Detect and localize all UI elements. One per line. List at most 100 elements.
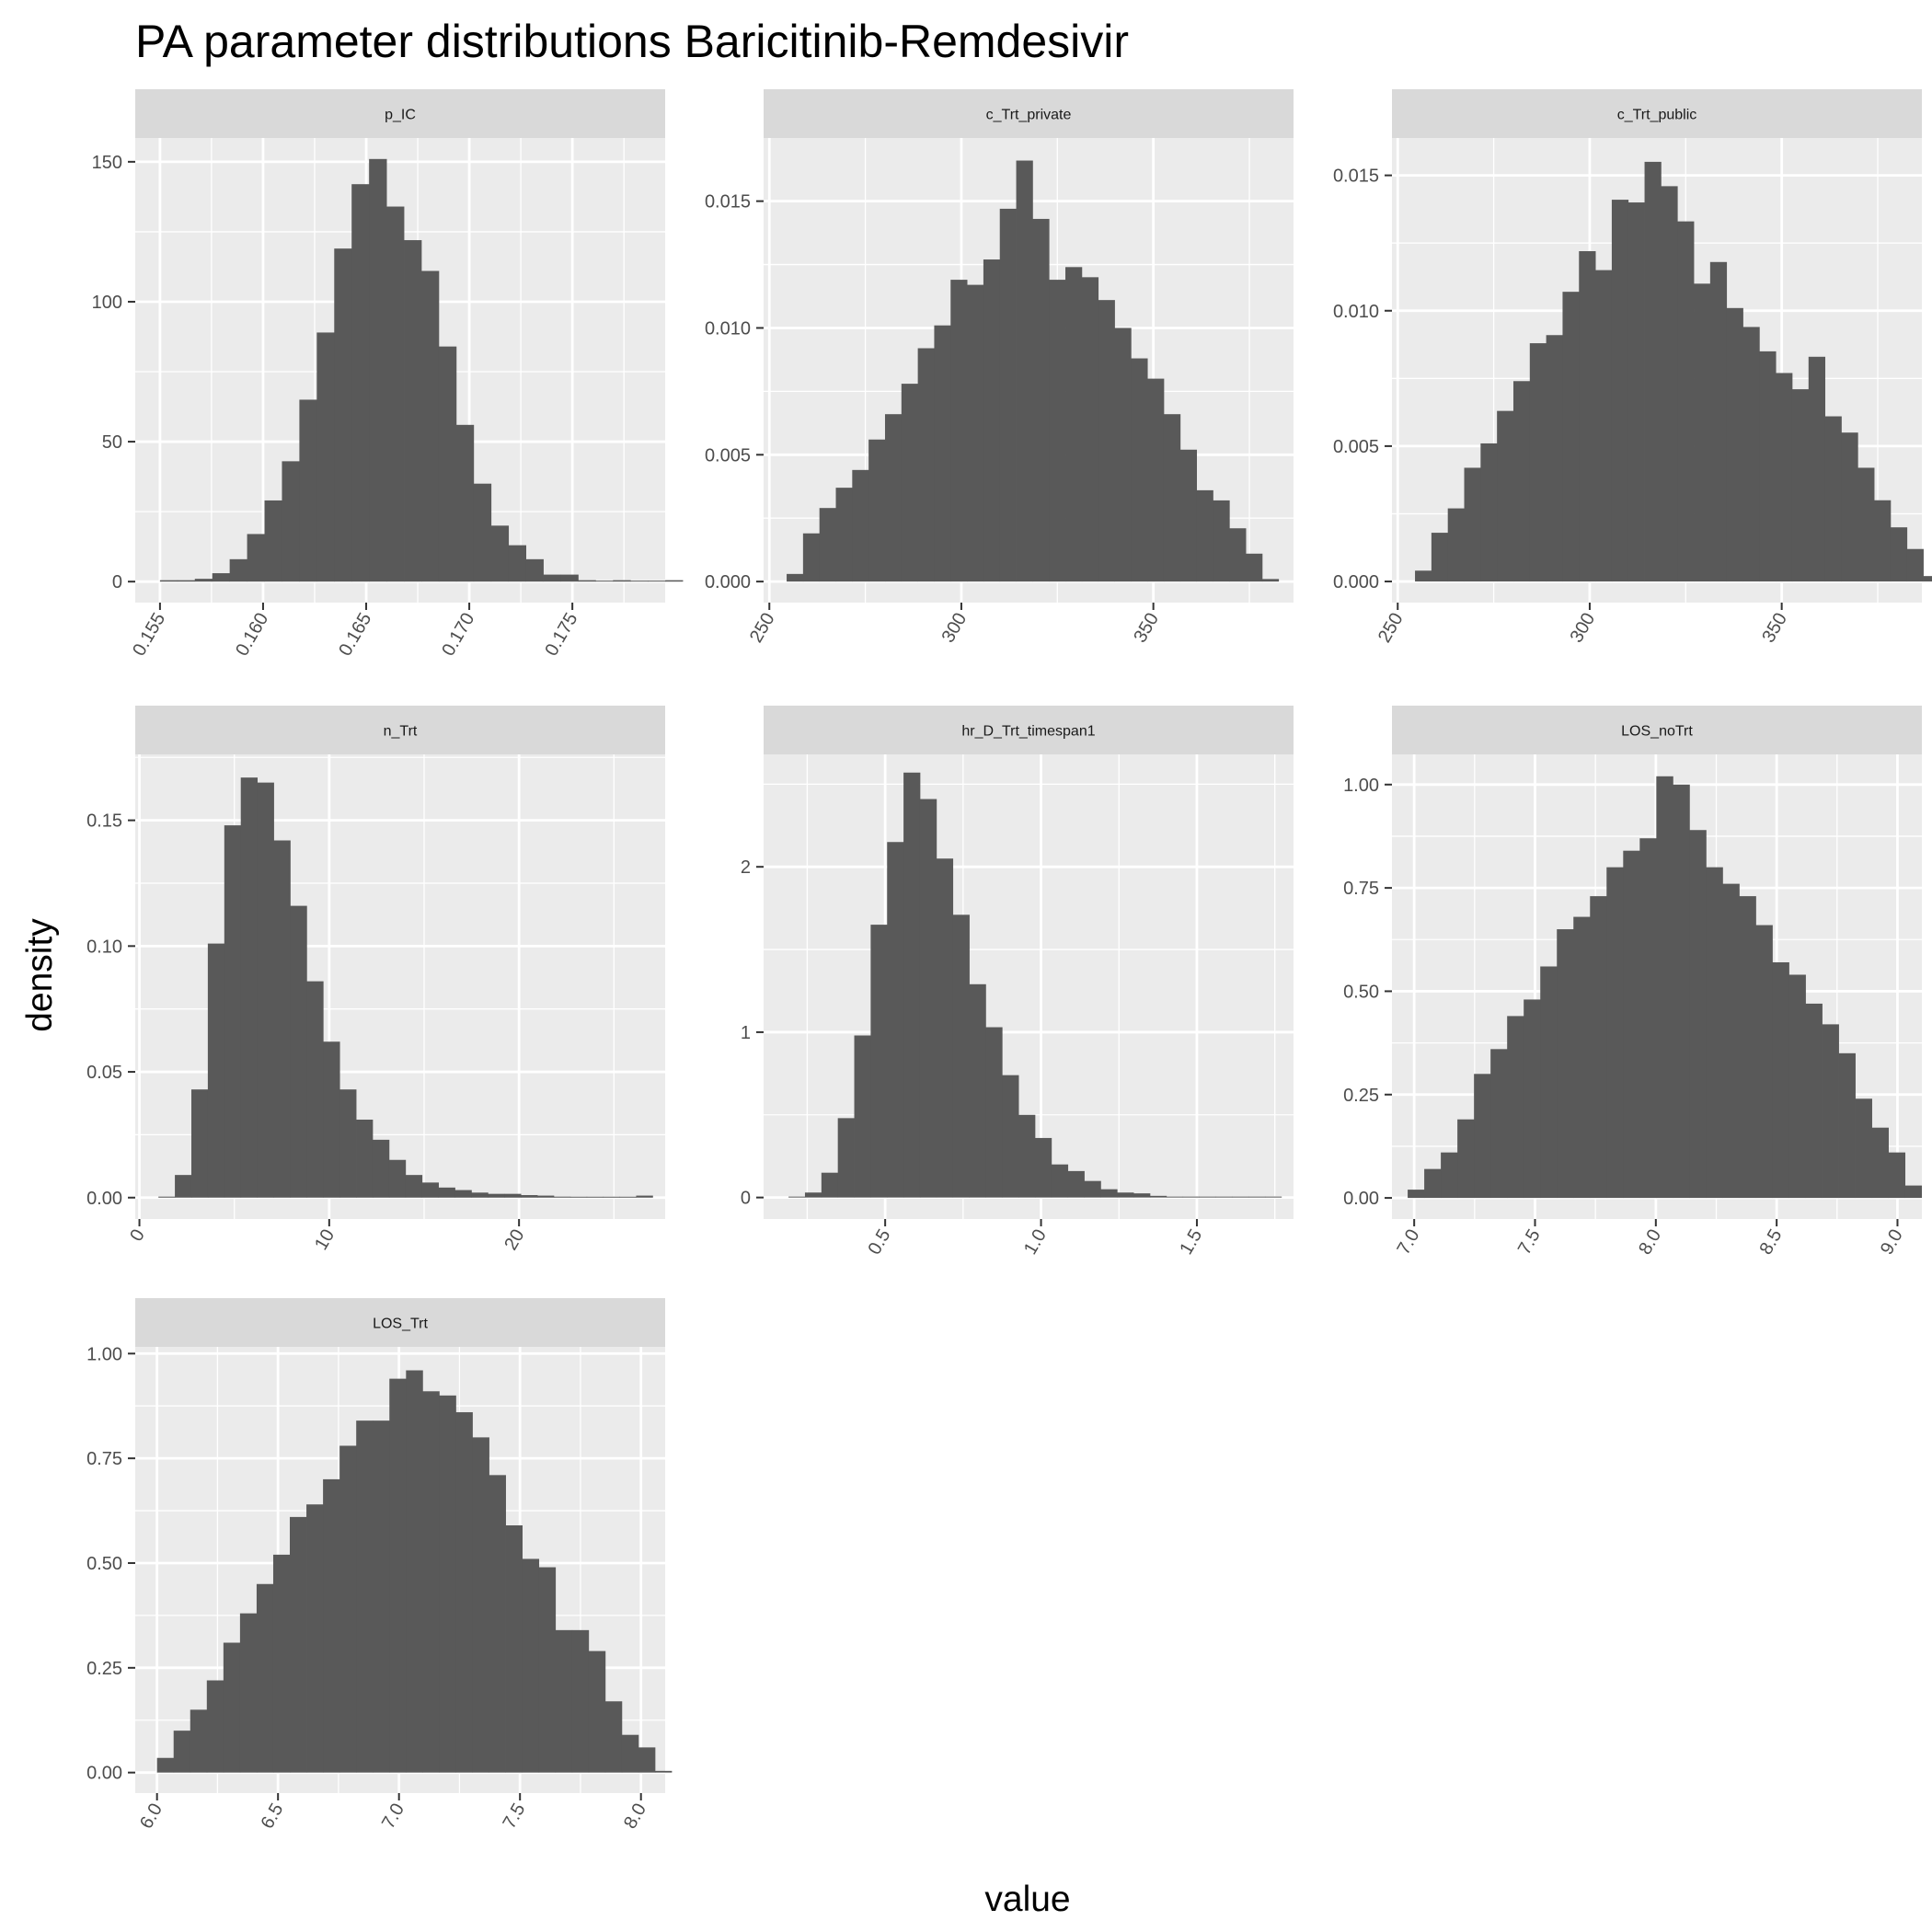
facet-los-trt-x-tick-label: 7.0 bbox=[378, 1800, 408, 1833]
facet-los-notrt-bar bbox=[1441, 1152, 1458, 1199]
facet-los-notrt-bar bbox=[1822, 1024, 1839, 1199]
facet-los-trt-strip bbox=[135, 1298, 665, 1347]
facet-p-ic-bar bbox=[473, 483, 492, 582]
x-axis-title: value bbox=[984, 1880, 1070, 1919]
facet-hr-d-trt-timespan1-bar bbox=[1215, 1196, 1233, 1198]
facet-hr-d-trt-timespan1-bar bbox=[1182, 1196, 1200, 1198]
facet-c-trt-private-bar bbox=[1081, 277, 1099, 582]
facet-c-trt-public-bar bbox=[1874, 500, 1892, 582]
facet-los-notrt: LOS_noTrt 0.00 0.25 0.50 0.75 1.00 7.0 7.5 8.0 8.… bbox=[1343, 706, 1923, 1259]
facet-p-ic-bar bbox=[247, 534, 265, 582]
facet-p-ic-bar bbox=[386, 206, 405, 582]
facet-los-trt-bar bbox=[472, 1437, 489, 1773]
facet-c-trt-private-bar bbox=[934, 325, 951, 582]
facet-c-trt-private-bar bbox=[999, 208, 1017, 582]
facet-c-trt-public-bar bbox=[1726, 307, 1743, 582]
facet-los-notrt-bar bbox=[1904, 1185, 1923, 1199]
facet-hr-d-trt-timespan1-bar bbox=[1018, 1114, 1036, 1198]
facet-los-notrt-strip-label: LOS_noTrt bbox=[1621, 724, 1693, 740]
facet-p-ic-bar bbox=[508, 545, 527, 582]
facet-los-notrt-y-tick-label: 0.00 bbox=[1343, 1189, 1379, 1209]
facet-c-trt-public-y-tick-label: 0.010 bbox=[1333, 302, 1379, 322]
facet-c-trt-private-bar bbox=[1229, 528, 1247, 582]
facet-c-trt-public-bar bbox=[1791, 389, 1810, 582]
facet-los-notrt-x-tick-label: 9.0 bbox=[1877, 1226, 1907, 1259]
facet-c-trt-public-bar bbox=[1546, 335, 1563, 582]
facet-p-ic-bar bbox=[525, 558, 544, 582]
facet-c-trt-public-bar bbox=[1694, 283, 1711, 582]
facet-n-trt-bar bbox=[405, 1175, 423, 1198]
facet-p-ic-x-tick-label: 0.170 bbox=[438, 610, 478, 660]
facet-hr-d-trt-timespan1-x-tick-label: 0.5 bbox=[865, 1226, 895, 1259]
facet-c-trt-private-bar bbox=[901, 384, 919, 582]
facet-los-trt-bar bbox=[356, 1420, 374, 1773]
facet-n-trt-strip bbox=[135, 706, 665, 754]
facet-hr-d-trt-timespan1-bar bbox=[1002, 1075, 1019, 1198]
facet-p-ic-bar bbox=[404, 240, 422, 582]
facet-los-notrt-bar bbox=[1557, 929, 1574, 1199]
facet-hr-d-trt-timespan1-y-tick-label: 2 bbox=[741, 857, 751, 878]
facet-c-trt-private-strip-label: c_Trt_private bbox=[986, 108, 1072, 123]
facet-c-trt-public-bar bbox=[1497, 410, 1514, 582]
facet-hr-d-trt-timespan1-bar bbox=[887, 842, 904, 1198]
facet-n-trt-x-tick-label: 20 bbox=[500, 1226, 528, 1254]
facet-c-trt-private-bar bbox=[950, 280, 968, 582]
facet-los-trt-strip-label: LOS_Trt bbox=[373, 1317, 428, 1332]
facet-hr-d-trt-timespan1-bar bbox=[1034, 1137, 1052, 1198]
facet-n-trt-bar bbox=[356, 1120, 374, 1198]
facet-n-trt-y-tick-label: 0.00 bbox=[86, 1189, 122, 1209]
facet-los-trt-x-tick-label: 7.5 bbox=[500, 1800, 530, 1833]
facet-los-notrt-bar bbox=[1805, 1003, 1823, 1199]
facet-los-trt-bar bbox=[306, 1504, 324, 1773]
facet-los-notrt-bar bbox=[1507, 1016, 1524, 1199]
facet-los-trt-bar bbox=[588, 1650, 606, 1773]
facet-n-trt-bar bbox=[175, 1175, 192, 1198]
facet-los-trt-bar bbox=[256, 1583, 274, 1773]
facet-los-trt-x-tick-label: 6.0 bbox=[136, 1800, 167, 1833]
facet-c-trt-private-bar bbox=[1098, 300, 1115, 582]
facet-los-notrt-bar bbox=[1457, 1119, 1475, 1199]
facet-n-trt-bar bbox=[257, 782, 274, 1198]
facet-n-trt-bar bbox=[207, 943, 225, 1198]
facet-n-trt-bar bbox=[438, 1187, 455, 1198]
facet-los-trt-bar bbox=[571, 1629, 590, 1773]
facet-p-ic-y-tick-label: 100 bbox=[92, 293, 122, 313]
facet-n-trt-bar bbox=[323, 1041, 340, 1198]
facet-p-ic-x-tick-label: 0.175 bbox=[541, 610, 581, 660]
facet-los-notrt-bar bbox=[1623, 850, 1640, 1199]
facet-los-notrt-y-tick-label: 0.50 bbox=[1343, 982, 1379, 1002]
facet-hr-d-trt-timespan1-bar bbox=[1084, 1180, 1101, 1198]
facet-c-trt-public-bar bbox=[1923, 576, 1932, 582]
facet-p-ic-bar bbox=[264, 500, 282, 582]
facet-c-trt-private-y-tick-label: 0.005 bbox=[705, 445, 751, 466]
facet-c-trt-private-bar bbox=[983, 259, 1001, 582]
facet-c-trt-private-bar bbox=[787, 573, 804, 582]
facet-hr-d-trt-timespan1-bar bbox=[919, 799, 937, 1198]
facet-los-trt: LOS_Trt 0.00 0.25 0.50 0.75 1.00 6.0 6.5 7.0 7.5 8… bbox=[86, 1298, 673, 1833]
facet-c-trt-private-strip bbox=[764, 89, 1294, 138]
facet-los-notrt-bar bbox=[1474, 1074, 1491, 1199]
facet-n-trt-bar bbox=[240, 777, 259, 1198]
facet-c-trt-public-bar bbox=[1776, 373, 1793, 582]
facet-p-ic-bar bbox=[665, 580, 684, 582]
facet-c-trt-private-bar bbox=[1016, 160, 1033, 582]
facet-hr-d-trt-timespan1-bar bbox=[788, 1196, 806, 1198]
facet-los-notrt-bar bbox=[1871, 1127, 1889, 1199]
facet-c-trt-public-bar bbox=[1890, 527, 1908, 582]
facet-hr-d-trt-timespan1-strip-label: hr_D_Trt_timespan1 bbox=[961, 724, 1095, 740]
facet-c-trt-private-bar bbox=[1065, 267, 1083, 582]
facet-los-trt-bar bbox=[406, 1370, 423, 1773]
facet-hr-d-trt-timespan1-bar bbox=[1100, 1189, 1118, 1198]
facet-c-trt-public-bar bbox=[1480, 443, 1498, 582]
facet-c-trt-public-y-tick-label: 0.015 bbox=[1333, 167, 1379, 187]
facet-los-trt-bar bbox=[538, 1567, 557, 1773]
facet-p-ic-bar bbox=[455, 424, 475, 582]
facet-c-trt-public-bar bbox=[1841, 432, 1858, 582]
facet-c-trt-private-y-tick-label: 0.015 bbox=[705, 192, 751, 213]
facet-n-trt-x-tick-label: 10 bbox=[311, 1226, 339, 1254]
facet-n-trt-bar bbox=[158, 1196, 176, 1198]
facet-los-trt-bar bbox=[638, 1747, 656, 1773]
facet-n-trt-bar bbox=[273, 840, 291, 1198]
